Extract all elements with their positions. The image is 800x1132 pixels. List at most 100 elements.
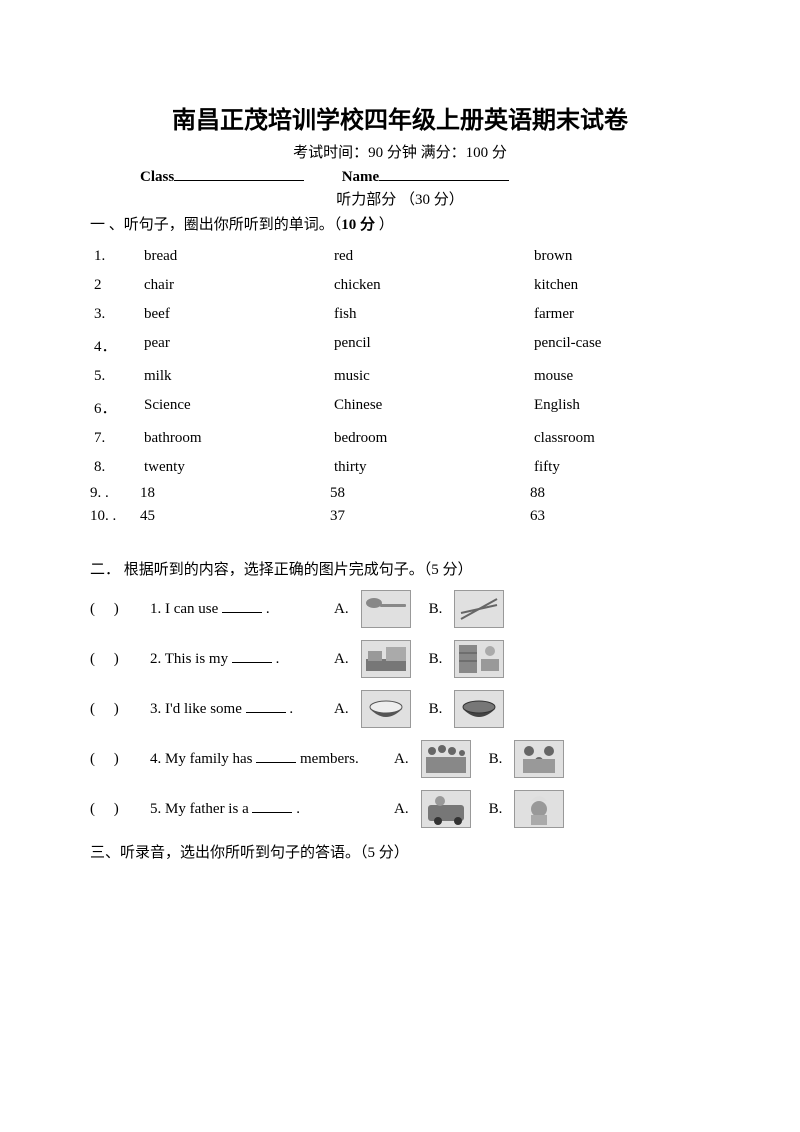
word-option[interactable]: pencil — [334, 335, 534, 356]
q-stem: I can use — [165, 601, 218, 617]
word-option[interactable]: fifty — [534, 459, 710, 476]
word-option[interactable]: bread — [144, 248, 334, 265]
answer-paren[interactable]: ( ) — [90, 751, 150, 768]
q2-text: 4. My family has members. — [150, 750, 380, 768]
answer-paren[interactable]: ( ) — [90, 701, 150, 718]
s1-instr-points: 10 分 — [341, 217, 375, 233]
q-num: 2. — [150, 651, 161, 667]
row-num: 5. — [90, 368, 144, 385]
word-option[interactable]: chair — [144, 277, 334, 294]
word-option[interactable]: 63 — [530, 508, 710, 525]
q-num: 5. — [150, 801, 161, 817]
blank[interactable] — [222, 600, 262, 613]
opt-a-label: A. — [334, 701, 349, 718]
family-big-icon[interactable] — [421, 740, 471, 778]
word-option[interactable]: kitchen — [534, 277, 710, 294]
q2-row: ( ) 1. I can use . A. B. — [90, 589, 710, 629]
word-option[interactable]: farmer — [534, 306, 710, 323]
table-row: 7.bathroombedroomclassroom — [90, 424, 710, 453]
word-option[interactable]: chicken — [334, 277, 534, 294]
word-option[interactable]: bathroom — [144, 430, 334, 447]
q-suffix: . — [272, 651, 280, 667]
word-option[interactable]: Science — [144, 397, 334, 418]
word-option[interactable]: 88 — [530, 485, 710, 502]
opt-a-label: A. — [334, 601, 349, 618]
word-option[interactable]: fish — [334, 306, 534, 323]
rice-bowl-icon[interactable] — [361, 690, 411, 728]
exam-subtitle: 考试时间：90 分钟 满分：100 分 — [90, 141, 710, 162]
q-stem: My family has — [165, 751, 253, 767]
word-option[interactable]: English — [534, 397, 710, 418]
row-num: 7. — [90, 430, 144, 447]
opt-a-label: A. — [394, 801, 409, 818]
q-stem: I'd like some — [165, 701, 242, 717]
table-row: 3.beeffishfarmer — [90, 300, 710, 329]
word-option[interactable]: mouse — [534, 368, 710, 385]
study-icon[interactable] — [454, 640, 504, 678]
q2-text: 3. I'd like some . — [150, 700, 320, 718]
word-option[interactable]: pear — [144, 335, 334, 356]
q2-row: ( ) 5. My father is a . A. B. — [90, 789, 710, 829]
row-num: 9. . — [90, 485, 140, 502]
word-option[interactable]: 58 — [330, 485, 530, 502]
driver-icon[interactable] — [421, 790, 471, 828]
word-option[interactable]: 37 — [330, 508, 530, 525]
name-blank[interactable] — [379, 166, 509, 181]
word-option[interactable]: 45 — [140, 508, 330, 525]
s1-instr-suffix: ） — [375, 217, 394, 233]
opt-a-label: A. — [334, 651, 349, 668]
word-option[interactable]: brown — [534, 248, 710, 265]
bedroom-icon[interactable] — [361, 640, 411, 678]
word-option[interactable]: milk — [144, 368, 334, 385]
class-label: Class — [140, 169, 174, 185]
table-row: 9. .185888 — [90, 482, 710, 505]
opt-b-label: B. — [429, 601, 443, 618]
noodles-bowl-icon[interactable] — [454, 690, 504, 728]
section1-table: 1.breadredbrown 2chairchickenkitchen 3.b… — [90, 242, 710, 528]
word-option[interactable]: bedroom — [334, 430, 534, 447]
opt-b-label: B. — [489, 751, 503, 768]
word-option[interactable]: beef — [144, 306, 334, 323]
answer-paren[interactable]: ( ) — [90, 651, 150, 668]
answer-paren[interactable]: ( ) — [90, 801, 150, 818]
opt-b-label: B. — [429, 651, 443, 668]
word-option[interactable]: classroom — [534, 430, 710, 447]
table-row: 2chairchickenkitchen — [90, 271, 710, 300]
row-num: 6． — [90, 397, 144, 418]
word-option[interactable]: 18 — [140, 485, 330, 502]
blank[interactable] — [246, 700, 286, 713]
table-row: 10. .453763 — [90, 505, 710, 528]
q-num: 1. — [150, 601, 161, 617]
word-option[interactable]: red — [334, 248, 534, 265]
opt-a-label: A. — [394, 751, 409, 768]
section1-instruction: 一 、听句子，圈出你所听到的单词。（10 分 ） — [90, 213, 710, 234]
family-small-icon[interactable] — [514, 740, 564, 778]
q-suffix: . — [292, 801, 300, 817]
answer-paren[interactable]: ( ) — [90, 601, 150, 618]
row-num: 10. . — [90, 508, 140, 525]
cook-icon[interactable] — [514, 790, 564, 828]
q-stem: This is my — [165, 651, 228, 667]
word-option[interactable]: pencil-case — [534, 335, 710, 356]
word-option[interactable]: music — [334, 368, 534, 385]
q2-row: ( ) 2. This is my . A. B. — [90, 639, 710, 679]
blank[interactable] — [256, 750, 296, 763]
exam-title: 南昌正茂培训学校四年级上册英语期末试卷 — [90, 100, 710, 135]
opt-b-label: B. — [429, 701, 443, 718]
word-option[interactable]: Chinese — [334, 397, 534, 418]
chopsticks-icon[interactable] — [454, 590, 504, 628]
student-info-line: Class Name — [90, 166, 710, 186]
spoon-icon[interactable] — [361, 590, 411, 628]
q-num: 4. — [150, 751, 161, 767]
table-row: 8.twentythirtyfifty — [90, 453, 710, 482]
word-option[interactable]: thirty — [334, 459, 534, 476]
q-stem: My father is a — [165, 801, 249, 817]
blank[interactable] — [252, 800, 292, 813]
class-blank[interactable] — [174, 166, 304, 181]
blank[interactable] — [232, 650, 272, 663]
listening-header: 听力部分 （30 分） — [90, 188, 710, 209]
table-row: 4．pearpencilpencil-case — [90, 329, 710, 362]
row-num: 2 — [90, 277, 144, 294]
table-row: 1.breadredbrown — [90, 242, 710, 271]
word-option[interactable]: twenty — [144, 459, 334, 476]
